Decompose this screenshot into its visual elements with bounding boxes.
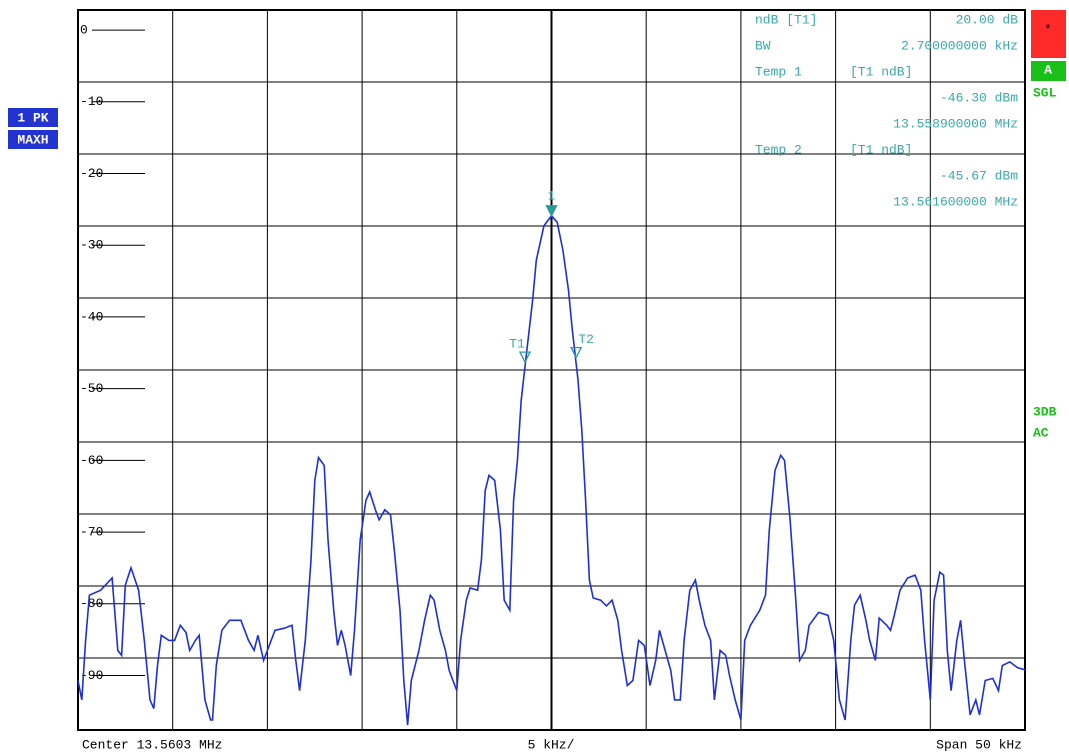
marks: 1 T1 T2	[77, 188, 1026, 726]
y-tick-label: -40	[80, 309, 103, 324]
marker	[545, 205, 558, 218]
status-box	[1031, 10, 1066, 58]
marker-info: [T1 ndB]	[850, 142, 912, 157]
marker-info: ndB [T1]	[755, 12, 817, 27]
trace-label-box	[8, 108, 58, 127]
marker	[570, 346, 583, 360]
footer-scale: 5 kHz/	[528, 737, 575, 752]
y-tick-label: -90	[80, 668, 103, 683]
marker-info: 20.00 dB	[956, 12, 1019, 27]
marker-info: 13.561600000 MHz	[893, 194, 1018, 209]
marker-label: T1	[509, 337, 525, 352]
marker-info: Temp 1	[755, 64, 802, 79]
marker-info: Temp 2	[755, 142, 802, 157]
marker-info: BW	[755, 38, 771, 53]
marker-info: [T1 ndB]	[850, 64, 912, 79]
status-label: SGL	[1033, 85, 1057, 100]
status-box	[1031, 61, 1066, 81]
y-tick-label: -30	[80, 238, 103, 253]
status-label: AC	[1033, 425, 1049, 440]
footer-center: Center 13.5603 MHz	[82, 737, 222, 752]
marker-label: 1	[548, 188, 556, 203]
y-tick-label: -50	[80, 381, 103, 396]
footer-span: Span 50 kHz	[936, 737, 1022, 752]
trace-label: MAXH	[17, 132, 48, 147]
trace-label-box	[8, 130, 58, 149]
marker-info: -46.30 dBm	[940, 90, 1018, 105]
y-tick-label: 0	[80, 23, 88, 38]
y-tick-label: -70	[80, 525, 103, 540]
y-tick-label: -10	[80, 94, 103, 109]
y-tick-label: -60	[80, 453, 103, 468]
y-tick-label: -20	[80, 166, 103, 181]
status-star: *	[1044, 22, 1052, 37]
grid: 0 -10 -20 -30 -40 -50 -60 -70 -80 -90	[77, 10, 1026, 730]
marker	[518, 351, 532, 364]
y-tick-label: -80	[80, 596, 103, 611]
marker-info: -45.67 dBm	[940, 168, 1018, 183]
marker-info: 2.700000000 kHz	[901, 38, 1018, 53]
status-label: 3DB	[1033, 404, 1057, 419]
trace-label: 1 PK	[17, 110, 48, 125]
marker-info: 13.558900000 MHz	[893, 116, 1018, 131]
status-label: A	[1044, 62, 1052, 77]
marker-label: T2	[578, 332, 594, 347]
trace	[77, 214, 1026, 726]
